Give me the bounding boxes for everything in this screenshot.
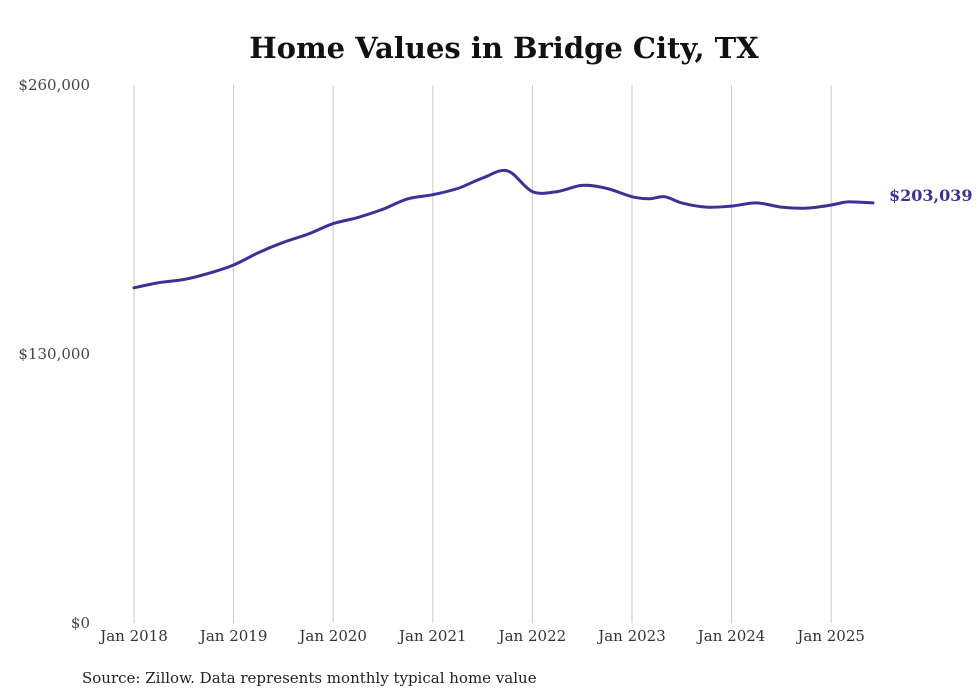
end-value-label: $203,039 [889, 186, 973, 205]
series-line [132, 168, 875, 290]
y-tick-label: $130,000 [18, 345, 90, 363]
y-axis-ticks: $0 $130,000 $260,000 [18, 76, 90, 632]
chart-title: Home Values in Bridge City, TX [249, 31, 759, 65]
x-tick-label: Jan 2019 [198, 627, 268, 645]
x-axis-ticks: Jan 2018 Jan 2019 Jan 2020 Jan 2021 Jan 2022… [98, 627, 865, 645]
x-tick-label: Jan 2020 [297, 627, 367, 645]
x-tick-label: Jan 2022 [497, 627, 567, 645]
x-tick-label: Jan 2025 [795, 627, 865, 645]
x-tick-label: Jan 2024 [696, 627, 766, 645]
source-note: Source: Zillow. Data represents monthly … [82, 669, 537, 687]
x-tick-label: Jan 2023 [596, 627, 666, 645]
x-tick-label: Jan 2018 [98, 627, 168, 645]
y-tick-label: $0 [71, 614, 90, 632]
x-tick-label: Jan 2021 [397, 627, 467, 645]
y-tick-label: $260,000 [18, 76, 90, 94]
gridlines [133, 85, 832, 623]
